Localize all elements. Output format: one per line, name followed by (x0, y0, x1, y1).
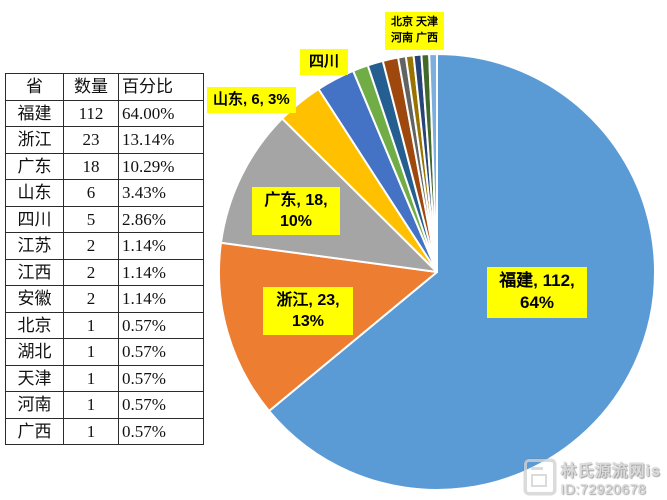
percent-cell: 64.00% (118, 99, 204, 127)
pie-label-text: 福建, 112, (499, 271, 575, 290)
pie-label-text: 山东, 6, 3% (213, 91, 290, 108)
pie-label-text: 64% (519, 293, 555, 313)
pie-label-sichuan: 四川 (300, 49, 349, 75)
count-cell: 18 (63, 152, 119, 180)
percent-cell: 13.14% (118, 126, 204, 154)
count-cell: 2 (63, 285, 119, 313)
pie-label-text: 浙江, 23, (276, 292, 340, 309)
pie-label-text: 10% (279, 213, 313, 231)
watermark: 林氏源流网is ID:72920678 (523, 457, 661, 497)
table-row: 广东 18 10.29% (5, 152, 204, 180)
watermark-text: 林氏源流网is ID:72920678 (561, 457, 661, 497)
watermark-site-name: 林氏源流网is (560, 463, 661, 480)
province-cell: 北京 (5, 311, 64, 339)
pie-label-text: 河南 广西 (391, 31, 439, 44)
table-row: 天津 1 0.57% (5, 364, 204, 392)
province-cell: 河南 (5, 391, 64, 419)
watermark-id: ID:72920678 (560, 481, 647, 497)
percent-cell: 10.29% (118, 152, 204, 180)
percent-cell: 3.43% (118, 179, 204, 207)
percent-cell: 2.86% (118, 205, 204, 233)
table-row: 浙江 23 13.14% (5, 126, 204, 154)
table-row: 广西 1 0.57% (5, 417, 204, 445)
pie-slice-广西 (428, 52, 438, 273)
percent-cell: 0.57% (118, 364, 204, 392)
province-cell: 广西 (5, 417, 64, 445)
province-cell: 江苏 (5, 232, 64, 260)
col-header-province: 省 (5, 73, 64, 101)
table-row: 江苏 2 1.14% (5, 232, 204, 260)
province-cell: 广东 (5, 152, 64, 180)
percent-cell: 1.14% (118, 285, 204, 313)
pie-label-fujian: 福建, 112, 64% (487, 267, 587, 318)
pie-label-text: 广东, 18, (264, 192, 328, 209)
count-cell: 23 (63, 126, 119, 154)
count-cell: 2 (63, 258, 119, 286)
col-header-count: 数量 (63, 73, 119, 101)
province-cell: 四川 (5, 205, 64, 233)
pie-label-shandong: 山东, 6, 3% (207, 87, 296, 113)
province-cell: 浙江 (5, 126, 64, 154)
pie-label-text: 北京 天津 (391, 16, 439, 28)
table-row: 四川 5 2.86% (5, 205, 204, 233)
pie-label-text: 13% (291, 313, 325, 331)
percent-cell: 0.57% (118, 311, 204, 339)
pie-label-text: 四川 (309, 53, 340, 70)
table-row: 江西 2 1.14% (5, 258, 204, 286)
table-row: 湖北 1 0.57% (5, 338, 204, 366)
percent-cell: 0.57% (118, 417, 204, 445)
pie-label-guangdong: 广东, 18, 10% (252, 187, 340, 236)
count-cell: 1 (63, 417, 119, 445)
percent-cell: 1.14% (118, 232, 204, 260)
pie-label-zhejiang: 浙江, 23, 13% (263, 287, 353, 336)
percent-cell: 1.14% (118, 258, 204, 286)
watermark-logo-icon (523, 459, 556, 495)
province-stats-table: 省 数量 百分比 福建 112 64.00% 浙江 23 13.14% 广东 18 10.29%… (5, 73, 204, 445)
percent-cell: 0.57% (118, 338, 204, 366)
stats-table-body: 福建 112 64.00% 浙江 23 13.14% 广东 18 10.29% 山东 6 3.43% 四… (5, 99, 204, 445)
table-row: 北京 1 0.57% (5, 311, 204, 339)
pie-label-small-provinces: 北京 天津 河南 广西 (385, 12, 445, 50)
count-cell: 1 (63, 338, 119, 366)
count-cell: 5 (63, 205, 119, 233)
table-header-row: 省 数量 百分比 (5, 73, 204, 101)
province-cell: 安徽 (5, 285, 64, 313)
table-row: 安徽 2 1.14% (5, 285, 204, 313)
pie-slice-福建 (268, 53, 656, 491)
count-cell: 6 (63, 179, 119, 207)
province-cell: 福建 (5, 99, 64, 127)
count-cell: 1 (63, 391, 119, 419)
table-row: 山东 6 3.43% (5, 179, 204, 207)
table-row: 福建 112 64.00% (5, 99, 204, 127)
